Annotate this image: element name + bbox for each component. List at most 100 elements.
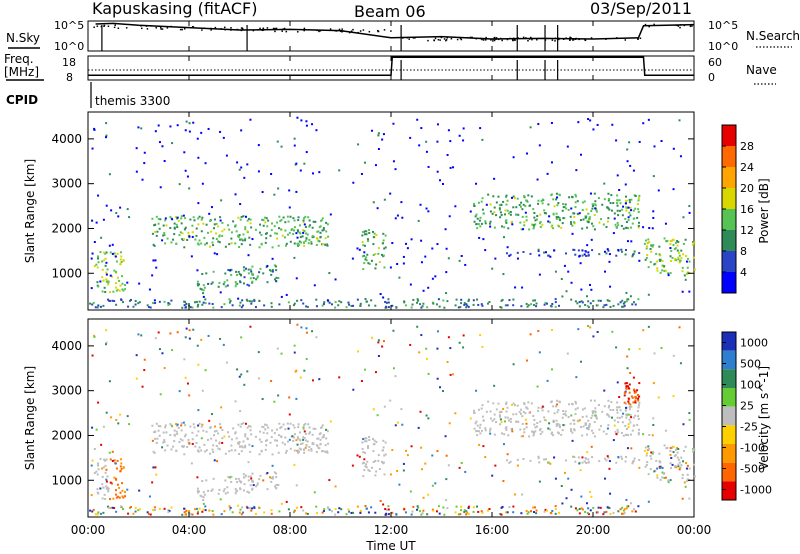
velocity-speckle: [679, 362, 682, 365]
velocity-cell: [557, 432, 560, 435]
power-cell: [138, 301, 141, 304]
velocity-cell: [478, 426, 481, 429]
power-speckle: [328, 272, 331, 275]
power-speckle: [642, 226, 645, 229]
power-speckle: [363, 251, 366, 254]
power-cell: [117, 276, 120, 279]
velocity-cell: [607, 406, 610, 409]
power-speckle: [506, 246, 509, 249]
nsky-point: [359, 30, 362, 32]
power-cell: [101, 290, 104, 293]
power-cell: [507, 227, 510, 230]
velocity-flow-cell: [623, 401, 626, 404]
power-cell: [237, 236, 240, 239]
power-cell: [103, 251, 106, 254]
velocity-cell: [581, 408, 584, 411]
power-cell: [287, 301, 290, 304]
velocity-cell: [317, 446, 320, 449]
nsky-point: [514, 39, 516, 41]
power-cell: [292, 217, 295, 220]
y-tick-label: 3000: [51, 384, 82, 398]
x-axis-label: Time UT: [365, 539, 416, 553]
velocity-speckle: [93, 335, 96, 338]
power-cell: [607, 207, 610, 210]
power-cell: [521, 208, 524, 211]
power-cell: [676, 249, 679, 252]
power-cell: [513, 197, 516, 200]
velocity-cell: [283, 443, 286, 446]
power-cell: [228, 243, 231, 246]
power-speckle: [153, 299, 156, 302]
power-speckle: [405, 242, 408, 245]
velocity-cell: [196, 487, 199, 490]
velocity-speckle: [439, 386, 442, 389]
power-cell: [303, 230, 306, 233]
power-cell: [316, 230, 319, 233]
velocity-speckle: [431, 454, 434, 457]
velocity-cell: [387, 513, 390, 516]
velocity-cell: [221, 441, 224, 444]
power-cell: [299, 236, 302, 239]
power-speckle: [419, 203, 422, 206]
power-cell: [241, 299, 244, 302]
power-cell: [325, 221, 328, 224]
velocity-cell: [628, 405, 631, 408]
power-cell: [208, 302, 211, 305]
velocity-cell: [587, 461, 590, 464]
power-cell: [637, 210, 640, 213]
power-cell: [544, 301, 547, 304]
velocity-cell: [115, 510, 118, 513]
nsky-point: [113, 26, 116, 29]
velocity-cell: [543, 458, 546, 461]
power-cell: [197, 284, 200, 287]
velocity-speckle: [566, 352, 569, 355]
power-cell: [606, 299, 609, 302]
power-cell: [678, 254, 681, 257]
velocity-cell: [569, 422, 572, 425]
velocity-cell: [531, 430, 534, 433]
velocity-cell: [634, 510, 637, 513]
velocity-cell: [645, 454, 648, 457]
power-speckle: [400, 201, 403, 204]
velocity-cell: [656, 474, 659, 477]
nsky-point: [107, 25, 110, 28]
velocity-swatch: [722, 425, 736, 444]
power-speckle: [251, 238, 254, 241]
nsky-point: [342, 30, 344, 32]
velocity-cell: [212, 434, 215, 437]
power-cell: [262, 224, 265, 227]
freq-bottom-tick: 8: [66, 71, 73, 84]
power-speckle: [197, 202, 200, 205]
velocity-speckle: [161, 446, 164, 449]
x-tick-label: 12:00: [374, 523, 409, 537]
velocity-cell: [482, 419, 485, 422]
velocity-cell: [154, 437, 157, 440]
power-cell: [104, 291, 107, 294]
power-cell: [262, 219, 265, 222]
velocity-cell: [218, 488, 221, 491]
velocity-cell: [152, 450, 155, 453]
power-speckle: [537, 123, 540, 126]
power-speckle: [491, 267, 494, 270]
power-cell: [595, 210, 598, 213]
velocity-cell: [183, 511, 186, 514]
power-cell: [163, 234, 166, 237]
velocity-speckle: [352, 388, 355, 391]
velocity-cell: [591, 410, 594, 413]
velocity-cell: [117, 483, 120, 486]
velocity-cell: [180, 424, 183, 427]
velocity-cell: [416, 508, 419, 511]
power-speckle: [176, 124, 179, 127]
power-speckle: [115, 211, 118, 214]
power-cell: [457, 306, 460, 309]
velocity-cell: [129, 505, 132, 508]
velocity-speckle: [105, 341, 108, 344]
power-cell: [173, 233, 176, 236]
velocity-cell: [593, 435, 596, 438]
nsky-point: [691, 25, 693, 27]
velocity-cell: [463, 509, 466, 512]
power-speckle: [105, 204, 108, 207]
velocity-speckle: [627, 413, 630, 416]
power-cell: [372, 254, 375, 257]
power-speckle: [219, 130, 222, 133]
